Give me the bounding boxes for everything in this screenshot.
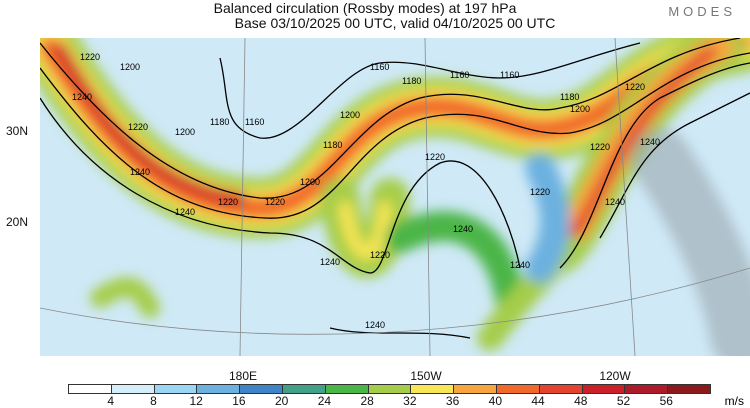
colorbar-tick: 28 bbox=[360, 394, 374, 408]
colorbar-tick: 20 bbox=[274, 394, 289, 408]
contour-label: 1180 bbox=[560, 92, 579, 102]
contour-label: 1220 bbox=[530, 187, 550, 197]
colorbar-swatch bbox=[582, 385, 626, 393]
colorbar-tick: 8 bbox=[150, 394, 157, 408]
colorbar-tick: 48 bbox=[574, 394, 588, 408]
colorbar-swatch bbox=[240, 385, 283, 393]
contour-label: 1160 bbox=[450, 70, 469, 80]
colorbar bbox=[68, 384, 711, 394]
contour-label: 1240 bbox=[510, 260, 530, 270]
contour-label: 1240 bbox=[640, 137, 660, 147]
contour-label: 1220 bbox=[590, 142, 610, 152]
contour-label: 1220 bbox=[80, 52, 100, 62]
colorbar-tick: 24 bbox=[317, 394, 332, 408]
lon-label-120w: 120W bbox=[599, 369, 631, 383]
map-subtitle: Base 03/10/2025 00 UTC, valid 04/10/2025… bbox=[234, 15, 556, 31]
colorbar-swatch bbox=[411, 385, 455, 393]
contour-label: 1220 bbox=[265, 197, 285, 207]
colorbar-tick: 52 bbox=[616, 394, 631, 408]
contour-label: 1220 bbox=[128, 122, 148, 132]
colorbar-swatch bbox=[325, 385, 369, 393]
colorbar-tick: 40 bbox=[488, 394, 503, 408]
contour-label: 1220 bbox=[425, 152, 445, 162]
contour-label: 1180 bbox=[210, 117, 229, 127]
colorbar-tick: 4 bbox=[107, 394, 115, 408]
contour-label: 1200 bbox=[300, 177, 320, 187]
contour-label: 1220 bbox=[218, 197, 238, 207]
contour-label: 1240 bbox=[72, 92, 92, 102]
colorbar-tick: 36 bbox=[445, 394, 460, 408]
lat-label-20n: 20N bbox=[6, 215, 29, 229]
contour-label: 1240 bbox=[320, 257, 340, 267]
colorbar-swatch bbox=[69, 385, 112, 393]
contour-label: 1180 bbox=[323, 140, 342, 150]
colorbar-tick: 12 bbox=[189, 394, 203, 408]
contour-label: 1240 bbox=[453, 224, 473, 234]
colorbar-swatch bbox=[111, 385, 155, 393]
colorbar-tick: 44 bbox=[531, 394, 545, 408]
colorbar-swatch bbox=[539, 385, 583, 393]
map-title: Balanced circulation (Rossby modes) at 1… bbox=[213, 0, 517, 16]
colorbar-tick: 56 bbox=[659, 394, 673, 408]
contour-label: 1240 bbox=[175, 207, 195, 217]
contour-label: 1220 bbox=[370, 250, 390, 260]
colorbar-tick: 16 bbox=[232, 394, 246, 408]
colorbar-swatch bbox=[668, 385, 710, 393]
contour-label: 1240 bbox=[605, 197, 625, 207]
colorbar-swatch bbox=[154, 385, 198, 393]
contour-label: 1200 bbox=[340, 110, 360, 120]
colorbar-swatch bbox=[282, 385, 326, 393]
contour-label: 1160 bbox=[245, 117, 264, 127]
colorbar-tick: 32 bbox=[403, 394, 417, 408]
colorbar-unit: m/s bbox=[724, 394, 744, 408]
contour-label: 1180 bbox=[402, 76, 421, 86]
contour-label: 1240 bbox=[365, 320, 385, 330]
lon-label-150w: 150W bbox=[410, 369, 442, 383]
wind-map: 1220 1200 1240 1220 1200 1180 1160 1240 1200 1180… bbox=[40, 38, 750, 356]
contour-label: 1160 bbox=[500, 70, 519, 80]
contour-label: 1200 bbox=[570, 104, 590, 114]
lat-label-30n: 30N bbox=[6, 124, 29, 138]
lon-label-180e: 180E bbox=[228, 369, 258, 383]
contour-label: 1240 bbox=[130, 167, 150, 177]
modes-logo: MODES bbox=[668, 4, 736, 19]
colorbar-swatch bbox=[197, 385, 241, 393]
contour-label: 1220 bbox=[625, 82, 645, 92]
colorbar-swatch bbox=[368, 385, 412, 393]
contour-label: 1160 bbox=[370, 62, 389, 72]
contour-label: 1200 bbox=[120, 62, 140, 72]
colorbar-swatch bbox=[496, 385, 540, 393]
colorbar-swatch bbox=[625, 385, 669, 393]
contour-label: 1200 bbox=[175, 127, 195, 137]
colorbar-swatch bbox=[454, 385, 497, 393]
